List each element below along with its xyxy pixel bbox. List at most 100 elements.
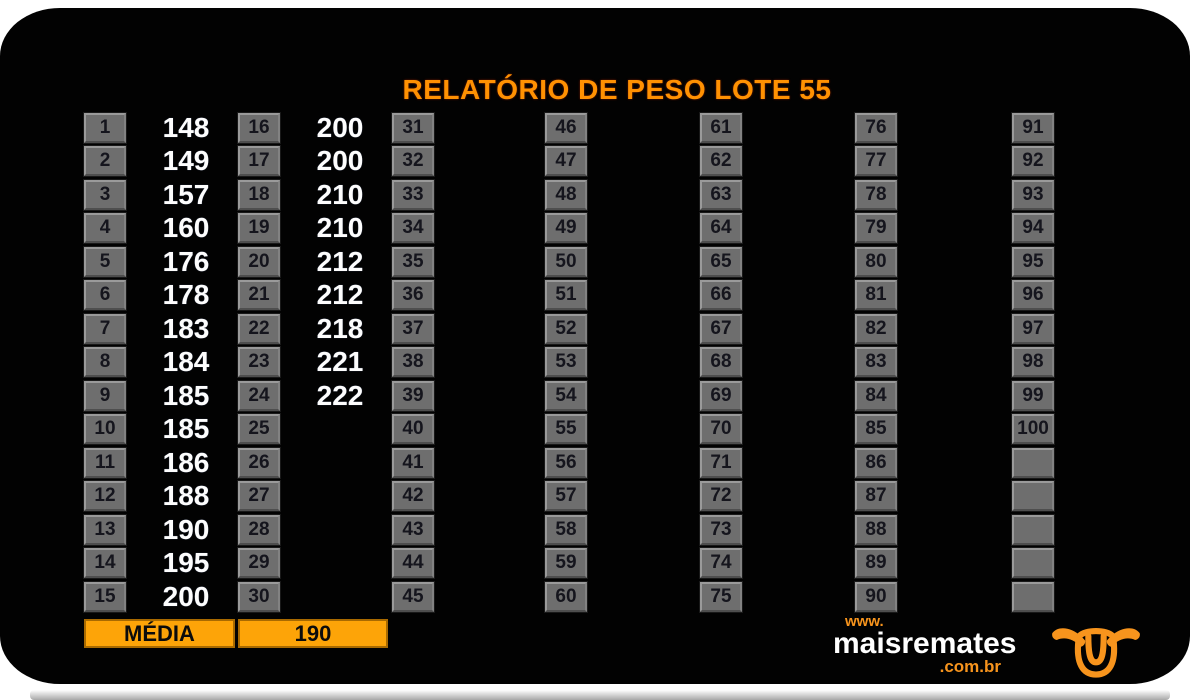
table-row: 23 221 (238, 346, 396, 378)
animal-number-cell: 80 (855, 246, 897, 277)
animal-number-cell: 82 (855, 313, 897, 344)
weight-grid: 1 148 2 149 3 157 4 160 5 176 6 178 7 183 8 184 9 185 10 18… (84, 113, 1164, 618)
animal-number-cell: 27 (238, 481, 280, 512)
table-row: 3 157 (84, 179, 242, 210)
table-row: 31 (392, 113, 550, 143)
animal-number-cell (1012, 447, 1054, 478)
animal-number-cell: 79 (855, 213, 897, 244)
animal-number-cell: 25 (238, 414, 280, 445)
logo-brand-text: maisremates (833, 627, 1017, 660)
table-row: 72 (700, 481, 858, 512)
table-row: 28 (238, 514, 396, 545)
animal-number-cell: 34 (392, 213, 434, 244)
table-row: 99 (1012, 380, 1170, 411)
table-row: 92 (1012, 146, 1170, 177)
animal-number-cell: 96 (1012, 280, 1054, 311)
table-row: 48 (545, 179, 703, 210)
animal-number-cell: 18 (238, 179, 280, 210)
weight-value: 212 (316, 245, 364, 277)
table-row: 10 185 (84, 413, 242, 445)
table-row: 100 (1012, 414, 1170, 445)
animal-number-cell: 98 (1012, 347, 1054, 378)
table-row: 42 (392, 481, 550, 512)
table-row: 64 (700, 213, 858, 244)
animal-number-cell: 24 (238, 380, 280, 411)
table-row: 47 (545, 146, 703, 177)
table-row: 81 (855, 280, 1013, 311)
animal-number-cell: 48 (545, 179, 587, 210)
animal-number-cell: 60 (545, 581, 587, 612)
animal-number-cell: 3 (84, 179, 126, 210)
table-row: 75 (700, 581, 858, 612)
table-row: 37 (392, 313, 550, 344)
animal-number-cell: 14 (84, 548, 126, 579)
table-row: 59 (545, 548, 703, 579)
animal-number-cell: 90 (855, 581, 897, 612)
table-row: 79 (855, 213, 1013, 244)
animal-number-cell: 35 (392, 246, 434, 277)
table-row: 19 210 (238, 213, 396, 244)
table-row: 38 (392, 347, 550, 378)
table-row: 86 (855, 447, 1013, 478)
table-row: 16 200 (238, 113, 396, 143)
table-row: 54 (545, 380, 703, 411)
table-row: 41 (392, 447, 550, 478)
animal-number-cell: 54 (545, 380, 587, 411)
table-row: 71 (700, 447, 858, 478)
logo-www-text: www. (845, 613, 884, 630)
table-row: 76 (855, 113, 1013, 143)
animal-number-cell: 30 (238, 581, 280, 612)
animal-number-cell: 88 (855, 514, 897, 545)
table-row: 29 (238, 548, 396, 579)
bottom-shadow (30, 690, 1170, 700)
animal-number-cell: 74 (700, 548, 742, 579)
table-row: 36 (392, 280, 550, 311)
animal-number-cell (1012, 481, 1054, 512)
table-row: 2 149 (84, 146, 242, 177)
animal-number-cell: 7 (84, 313, 126, 344)
animal-number-cell: 71 (700, 447, 742, 478)
animal-number-cell: 49 (545, 213, 587, 244)
animal-number-cell: 8 (84, 347, 126, 378)
animal-number-cell: 28 (238, 514, 280, 545)
weight-value: 183 (162, 312, 210, 344)
table-row: 60 (545, 581, 703, 612)
animal-number-cell: 6 (84, 280, 126, 311)
animal-number-cell: 37 (392, 313, 434, 344)
table-row: 35 (392, 246, 550, 277)
animal-number-cell: 44 (392, 548, 434, 579)
brand-logo: www. maisremates .com.br (833, 613, 1017, 675)
animal-number-cell: 36 (392, 280, 434, 311)
summary-label-cell: MÉDIA (84, 619, 235, 648)
animal-number-cell: 75 (700, 581, 742, 612)
table-row: 5 176 (84, 246, 242, 277)
animal-number-cell: 84 (855, 380, 897, 411)
animal-number-cell: 15 (84, 581, 126, 612)
column-group-3: 31 32 33 34 35 36 37 38 39 40 41 42 43 44 45 (392, 113, 550, 615)
table-row: 20 212 (238, 245, 396, 277)
animal-number-cell: 9 (84, 380, 126, 411)
animal-number-cell: 67 (700, 313, 742, 344)
animal-number-cell: 1 (84, 113, 126, 143)
animal-number-cell: 16 (238, 113, 280, 143)
weight-value: 190 (162, 513, 210, 545)
weight-value: 221 (316, 346, 364, 378)
animal-number-cell: 92 (1012, 146, 1054, 177)
weight-value: 200 (316, 112, 364, 143)
animal-number-cell: 76 (855, 113, 897, 143)
table-row: 34 (392, 213, 550, 244)
animal-number-cell: 51 (545, 280, 587, 311)
weight-value: 185 (162, 413, 210, 445)
table-row: 46 (545, 113, 703, 143)
table-row: 78 (855, 179, 1013, 210)
table-row (1012, 481, 1170, 512)
table-row: 87 (855, 481, 1013, 512)
animal-number-cell: 23 (238, 347, 280, 378)
animal-number-cell: 70 (700, 414, 742, 445)
table-row (1012, 548, 1170, 579)
animal-number-cell: 93 (1012, 179, 1054, 210)
table-row: 63 (700, 179, 858, 210)
table-row: 17 200 (238, 146, 396, 177)
table-row: 93 (1012, 179, 1170, 210)
table-row: 69 (700, 380, 858, 411)
